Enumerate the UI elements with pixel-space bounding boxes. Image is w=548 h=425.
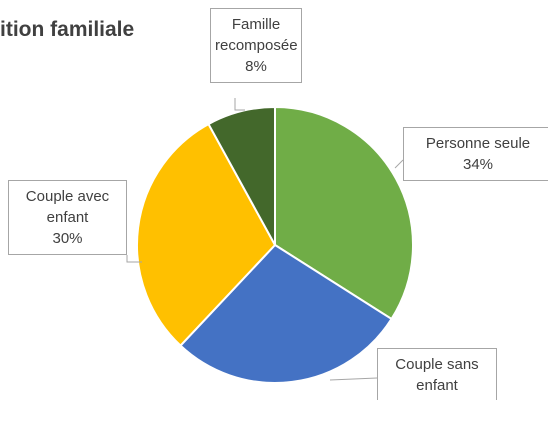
pie-slice bbox=[136, 122, 277, 348]
pie-slice bbox=[179, 243, 393, 384]
pie-slice bbox=[207, 105, 276, 246]
data-label: Personne seule 34% bbox=[403, 127, 548, 181]
chart bbox=[126, 98, 414, 384]
leader-line bbox=[329, 377, 378, 381]
chart-area: ition familiale Personne seule 34% Couple … bbox=[0, 8, 548, 400]
chart-title: ition familiale bbox=[0, 18, 135, 41]
label-value: 28% bbox=[382, 396, 492, 400]
data-label: Couple sans enfant 28% bbox=[377, 348, 497, 400]
label-name: Personne seule bbox=[425, 135, 531, 152]
label-name: Couple sans enfant bbox=[395, 356, 479, 394]
leader-line bbox=[126, 255, 142, 263]
label-name: Famille recomposée bbox=[215, 16, 298, 54]
label-name: Couple avec enfant bbox=[25, 188, 110, 226]
data-label: Couple avec enfant 30% bbox=[8, 180, 127, 255]
label-value: 34% bbox=[462, 156, 494, 173]
label-value: 8% bbox=[245, 58, 267, 75]
data-label: Famille recomposée 8% bbox=[210, 8, 302, 83]
leader-line bbox=[394, 159, 404, 169]
label-value: 30% bbox=[52, 230, 83, 247]
leader-line bbox=[234, 98, 245, 111]
